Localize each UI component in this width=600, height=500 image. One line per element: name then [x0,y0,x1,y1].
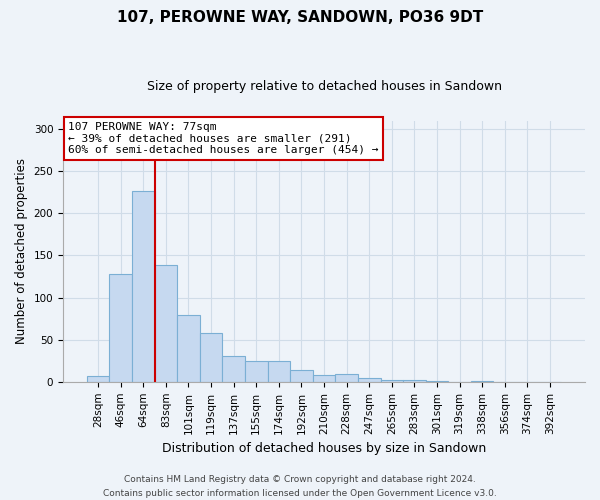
Y-axis label: Number of detached properties: Number of detached properties [15,158,28,344]
Bar [87,376,109,382]
Bar [109,274,132,382]
Title: Size of property relative to detached houses in Sandown: Size of property relative to detached ho… [146,80,502,93]
Bar [335,374,358,382]
Bar [177,315,200,382]
Bar [132,192,155,382]
Bar [245,360,268,382]
Bar [471,381,493,382]
Bar [200,333,223,382]
Bar [290,370,313,382]
Bar [358,378,380,382]
Bar [155,264,177,382]
X-axis label: Distribution of detached houses by size in Sandown: Distribution of detached houses by size … [162,442,486,455]
Text: 107 PEROWNE WAY: 77sqm
← 39% of detached houses are smaller (291)
60% of semi-de: 107 PEROWNE WAY: 77sqm ← 39% of detached… [68,122,379,155]
Bar [403,380,425,382]
Bar [380,380,403,382]
Bar [268,360,290,382]
Bar [313,375,335,382]
Bar [223,356,245,382]
Text: 107, PEROWNE WAY, SANDOWN, PO36 9DT: 107, PEROWNE WAY, SANDOWN, PO36 9DT [117,10,483,25]
Bar [425,381,448,382]
Text: Contains HM Land Registry data © Crown copyright and database right 2024.
Contai: Contains HM Land Registry data © Crown c… [103,476,497,498]
